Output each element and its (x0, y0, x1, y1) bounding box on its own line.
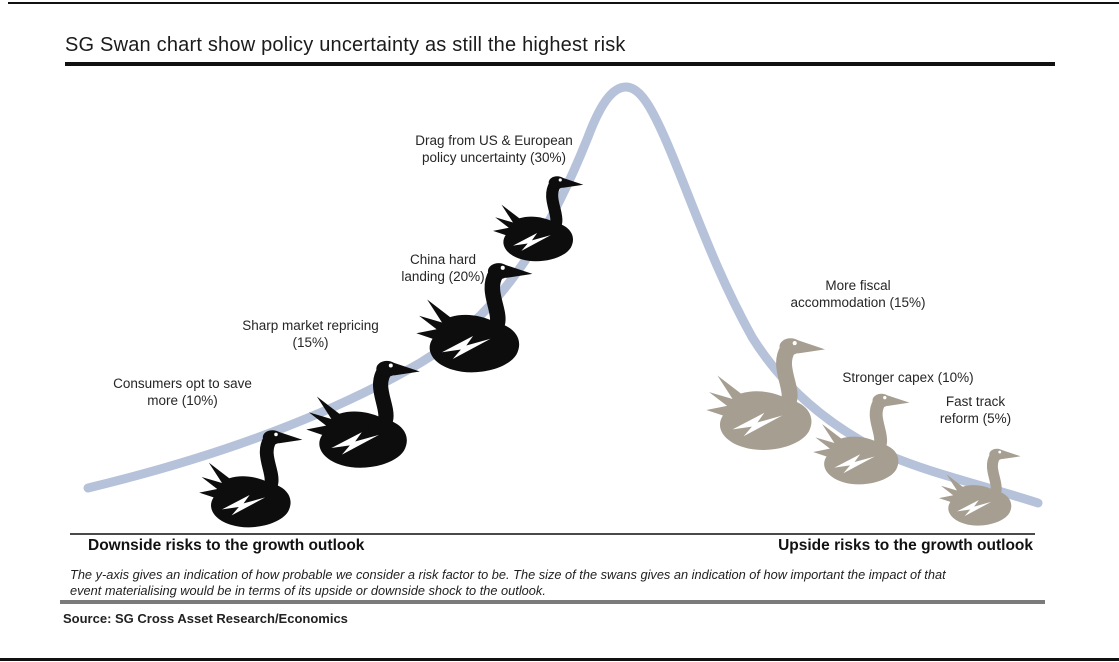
axis-label-upside: Upside risks to the growth outlook (778, 537, 1033, 554)
risk-label-stronger-capex: Stronger capex (10%) (842, 370, 974, 385)
axis-label-downside: Downside risks to the growth outlook (88, 537, 365, 554)
grey-swan-stronger-capex-icon (813, 394, 909, 485)
page-title: SG Swan chart show policy uncertainty as… (65, 34, 626, 56)
top-border-line (8, 2, 1119, 4)
grey-swan-fast-track-reform-icon (939, 449, 1021, 526)
swan-chart: Consumers opt to save more (10%) Sharp m… (0, 75, 1119, 535)
risk-label-market-repricing: Sharp market repricing (15%) (242, 318, 379, 350)
risk-label-consumers-save: Consumers opt to save more (10%) (113, 376, 252, 408)
footnote-text: The y-axis gives an indication of how pr… (70, 567, 946, 598)
swan-chart-canvas (83, 82, 1043, 535)
bottom-border-line (0, 658, 1119, 661)
footer-divider (60, 600, 1045, 604)
risk-label-china-hard-landing: China hard landing (20%) (401, 252, 485, 284)
title-underline (65, 62, 1055, 66)
risk-label-fast-track-reform: Fast track reform (5%) (939, 394, 1012, 426)
risk-label-fiscal-accommodation: More fiscal accommodation (15%) (790, 278, 926, 310)
source-attribution: Source: SG Cross Asset Research/Economic… (63, 611, 348, 626)
axis-baseline (70, 533, 1035, 535)
risk-label-policy-uncertainty: Drag from US & European policy uncertain… (415, 133, 573, 165)
